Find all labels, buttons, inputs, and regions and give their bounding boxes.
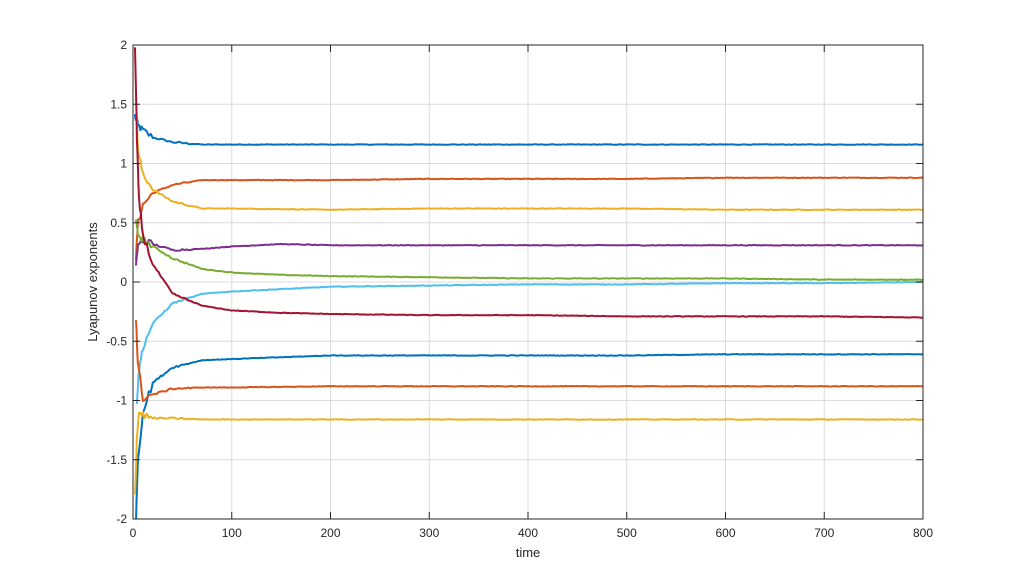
x-tick-label: 600 (715, 526, 735, 540)
y-tick-label: -1 (116, 394, 127, 408)
series-line-2 (135, 176, 923, 262)
x-axis-label: time (516, 545, 541, 560)
y-tick-label: -1.5 (106, 453, 127, 467)
y-tick-label: 1 (120, 157, 127, 171)
x-tick-labels: 0 100 200 300 400 500 600 700 800 (130, 526, 934, 540)
x-tick-label: 400 (518, 526, 538, 540)
series-line-5 (135, 219, 923, 281)
series-group (134, 47, 923, 519)
x-tick-label: 800 (913, 526, 933, 540)
series-line-10 (134, 411, 923, 495)
series-line-6 (135, 280, 923, 405)
y-axis-label: Lyapunov exponents (85, 222, 100, 342)
y-tick-label: -2 (116, 512, 127, 526)
x-tick-label: 300 (419, 526, 439, 540)
series-line-3 (135, 91, 923, 211)
x-tick-label: 0 (130, 526, 137, 540)
y-tick-label: 1.5 (110, 97, 127, 111)
series-line-1 (134, 114, 923, 146)
y-tick-label: 2 (120, 38, 127, 52)
x-tick-label: 100 (222, 526, 242, 540)
series-line-8 (135, 353, 923, 519)
x-tick-label: 200 (320, 526, 340, 540)
series-line-7 (134, 47, 923, 319)
y-tick-label: -0.5 (106, 334, 127, 348)
series-line-9 (135, 319, 923, 402)
y-tick-label: 0.5 (110, 216, 127, 230)
x-tick-label: 500 (617, 526, 637, 540)
y-tick-labels: -2 -1.5 -1 -0.5 0 0.5 1 1.5 2 (106, 38, 127, 526)
tick-marks (132, 44, 924, 520)
x-tick-label: 700 (814, 526, 834, 540)
y-tick-label: 0 (120, 275, 127, 289)
series-line-4 (135, 239, 923, 266)
